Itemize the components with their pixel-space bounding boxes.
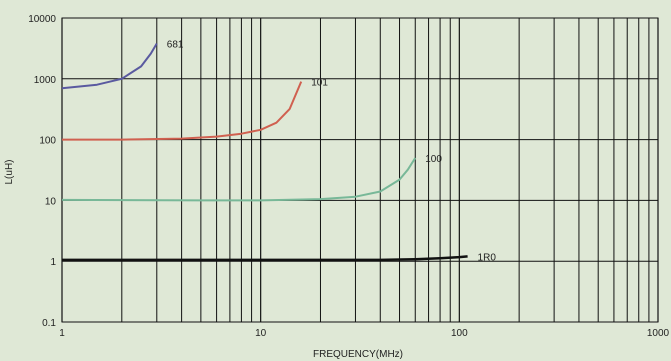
series-label-1R0: 1R0 — [478, 252, 497, 263]
y-tick-label: 100 — [39, 136, 56, 147]
y-axis-label: L(uH) — [4, 159, 15, 184]
plot-area — [61, 17, 659, 323]
series-label-100: 100 — [425, 154, 442, 165]
series-lines — [61, 42, 468, 262]
x-tick-label: 10 — [255, 328, 267, 339]
series-labels: 681 101 100 1R0 — [167, 40, 497, 264]
x-tick-labels: 1 10 100 1000 — [59, 328, 669, 339]
series-line-1R0 — [62, 255, 468, 262]
y-tick-label: 10 — [45, 196, 57, 207]
series-line-101 — [62, 81, 303, 141]
y-tick-label: 1000 — [34, 75, 57, 86]
series-line-681 — [61, 42, 158, 90]
grid — [61, 17, 659, 323]
x-tick-label: 1000 — [647, 328, 670, 339]
series-label-101: 101 — [311, 78, 328, 89]
y-tick-labels: 0.1 1 10 100 1000 10000 — [28, 14, 56, 329]
x-axis-label: FREQUENCY(MHz) — [313, 349, 403, 360]
x-tick-label: 1 — [59, 328, 65, 339]
y-tick-label: 1 — [50, 257, 56, 268]
y-tick-label: 0.1 — [42, 318, 56, 329]
x-tick-label: 100 — [451, 328, 468, 339]
series-label-681: 681 — [167, 40, 184, 51]
series-line-100 — [61, 157, 417, 202]
y-tick-label: 10000 — [28, 14, 56, 25]
